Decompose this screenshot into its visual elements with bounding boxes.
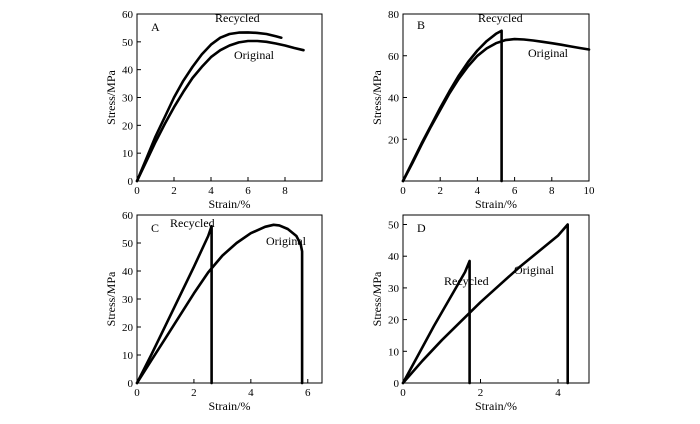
x-tick-label: 0 [134,387,140,399]
series-label-recycled: Recycled [215,11,260,25]
x-tick-label: 4 [555,387,561,399]
series-line-recycled [135,224,213,385]
series-label-original: Original [266,234,307,248]
y-tick-label: 40 [122,65,134,77]
series-label-original: Original [514,263,555,277]
y-axis-label: Stress/MPa [104,69,118,124]
series-line-original [401,223,570,385]
series-line-original [135,223,304,385]
panel-d: 0 2 401020304050Strain/%Stress/MPaDRecycle… [370,214,590,413]
y-tick-label: 0 [128,176,134,188]
x-axis-label: Strain/% [475,197,517,211]
panel-letter: B [417,18,425,32]
x-tick-label: 4 [475,185,481,197]
y-tick-label: 40 [122,266,134,278]
y-tick-label: 40 [388,93,400,105]
y-tick-label: 10 [122,148,134,160]
y-tick-label: 10 [388,346,400,358]
panel-letter: A [151,20,160,34]
series-label-recycled: Recycled [478,11,523,25]
series-label-recycled: Recycled [170,216,215,230]
y-axis-label: Stress/MPa [370,69,384,124]
series-line-original [135,39,305,183]
x-tick-label: 2 [437,185,443,197]
plot-frame [136,13,323,182]
x-tick-label: 4 [208,185,214,197]
y-tick-label: 0 [128,378,134,390]
x-tick-label: 2 [191,387,197,399]
plot-frame [402,13,590,182]
panel-b: 0 2 4 6 8 10 20 40 60 80 Strain/% Stress/MPa B Recycl… [370,9,595,211]
y-axis-label: Stress/MPa [104,271,118,326]
series-label-original: Original [234,48,275,62]
y-tick-label: 10 [122,350,134,362]
x-axis-label: Strain/% [209,197,251,211]
panel-letter: C [151,221,159,235]
x-tick-label: 2 [478,387,484,399]
series-line-original [401,37,591,183]
series-line-recycled [401,29,503,183]
y-tick-label: 80 [388,9,400,21]
panel-a: 0 2 4 6 8 0 10 20 30 40 50 60 Strain/% Stress/MPa A Rec… [104,9,323,211]
y-tick-label: 30 [122,294,134,306]
y-axis-label: Stress/MPa [370,271,384,326]
plot-frame [402,214,590,384]
y-tick-label: 20 [388,134,400,146]
y-tick-label: 50 [122,37,134,49]
x-tick-label: 4 [248,387,254,399]
y-tick-label: 60 [122,9,134,21]
y-tick-label: 20 [122,120,134,132]
y-tick-label: 60 [388,51,400,63]
y-tick-label: 0 [394,378,400,390]
x-tick-label: 2 [171,185,177,197]
y-tick-label: 50 [388,220,400,232]
y-tick-label: 60 [122,210,134,222]
x-tick-label: 8 [282,185,288,197]
x-tick-label: 6 [245,185,251,197]
series-label-recycled: Recycled [444,274,489,288]
y-tick-label: 50 [122,238,134,250]
series-line-recycled [401,259,471,385]
series-line-recycled [135,31,283,183]
x-tick-label: 6 [305,387,311,399]
y-tick-label: 20 [388,315,400,327]
y-tick-label: 40 [388,251,400,263]
y-tick-label: 30 [388,283,400,295]
x-tick-label: 10 [584,185,596,197]
x-tick-label: 0 [134,185,140,197]
x-tick-label: 0 [400,185,406,197]
x-tick-label: 0 [400,387,406,399]
x-axis-label: Strain/% [209,399,251,413]
x-axis-label: Strain/% [475,399,517,413]
series-label-original: Original [528,46,569,60]
x-tick-label: 6 [512,185,518,197]
x-tick-label: 8 [549,185,555,197]
y-tick-label: 20 [122,322,134,334]
panel-letter: D [417,221,426,235]
y-tick-label: 30 [122,93,134,105]
